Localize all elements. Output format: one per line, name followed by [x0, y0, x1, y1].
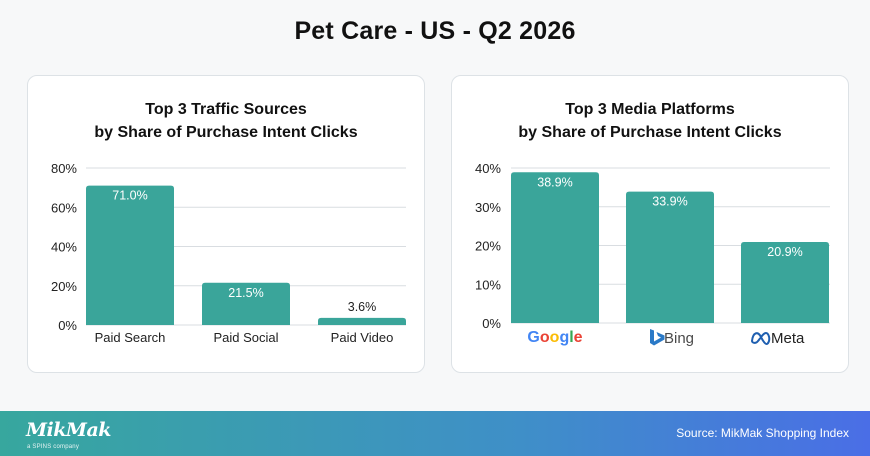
page-title: Pet Care - US - Q2 2026	[294, 17, 576, 45]
chart-title-line-2: by Share of Purchase Intent Clicks	[518, 124, 782, 141]
chart-title: Top 3 Media Platforms by Share of Purcha…	[452, 98, 848, 144]
y-tick-label: 20%	[475, 239, 501, 254]
bar	[86, 185, 174, 325]
category-label: Google	[527, 329, 582, 346]
traffic-sources-chart-card: Top 3 Traffic Sources by Share of Purcha…	[27, 75, 425, 373]
traffic-sources-bar-chart: 0% 20% 40% 60% 80% 71.0% Paid Search 21.5% Paid …	[51, 161, 406, 345]
y-tick-label: 20%	[51, 279, 77, 294]
category-tick: Meta	[750, 330, 805, 347]
category-label: Paid Search	[95, 330, 166, 345]
meta-logo-icon	[750, 331, 771, 345]
data-label: 21.5%	[228, 286, 263, 300]
y-tick-label: 0%	[482, 316, 501, 331]
category-tick: Bing	[650, 329, 694, 347]
category-label: Paid Video	[331, 330, 394, 345]
bar	[626, 191, 714, 323]
bar	[202, 282, 290, 325]
data-label: 38.9%	[537, 175, 572, 189]
source-note: Source: MikMak Shopping Index	[676, 426, 849, 440]
category-label: Meta	[771, 330, 805, 347]
mikmak-logo-subtitle: a SPINS company	[27, 444, 80, 450]
data-label: 20.9%	[767, 245, 802, 259]
category-label: Bing	[664, 330, 694, 347]
category-tick: Google	[527, 329, 582, 346]
y-tick-label: 40%	[475, 161, 501, 176]
data-label: 71.0%	[112, 189, 147, 203]
data-label: 3.6%	[348, 300, 377, 314]
category-label: Paid Social	[213, 330, 278, 345]
y-tick-label: 10%	[475, 277, 501, 292]
y-tick-label: 0%	[58, 318, 77, 333]
bar	[511, 172, 599, 323]
media-platforms-chart-card: Top 3 Media Platforms by Share of Purcha…	[451, 75, 849, 373]
bar	[741, 242, 829, 323]
chart-title-line-1: Top 3 Media Platforms	[565, 101, 735, 118]
y-tick-label: 40%	[51, 240, 77, 255]
bar	[318, 317, 406, 325]
y-tick-label: 60%	[51, 200, 77, 215]
chart-title: Top 3 Traffic Sources by Share of Purcha…	[28, 98, 424, 144]
data-label: 33.9%	[652, 195, 687, 209]
chart-title-line-1: Top 3 Traffic Sources	[145, 101, 307, 118]
bing-logo-icon	[650, 329, 665, 346]
footer-banner: MikMak a SPINS company Source: MikMak Sh…	[0, 411, 870, 456]
y-tick-label: 80%	[51, 161, 77, 176]
chart-title-line-2: by Share of Purchase Intent Clicks	[94, 124, 358, 141]
y-tick-label: 30%	[475, 200, 501, 215]
mikmak-logo: MikMak	[26, 419, 111, 441]
media-platforms-bar-chart: 0% 10% 20% 30% 40% 38.9% Google 33.9% Bing 20.9% M…	[475, 161, 830, 347]
